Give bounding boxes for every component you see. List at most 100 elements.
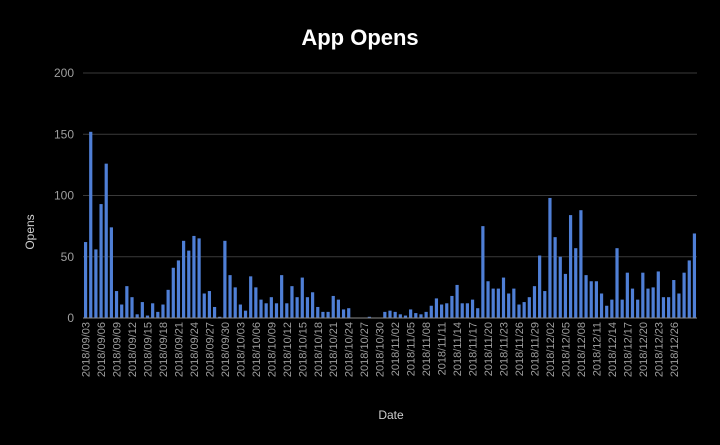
x-tick-label: 2018/11/26 xyxy=(514,322,526,376)
bar xyxy=(120,304,124,318)
y-axis-title: Opens xyxy=(23,214,37,249)
bar xyxy=(99,204,103,318)
bar xyxy=(326,311,330,318)
bar xyxy=(579,210,583,318)
bar xyxy=(187,250,191,318)
bar xyxy=(563,273,568,318)
bar xyxy=(300,277,304,318)
bar xyxy=(553,237,557,318)
bar xyxy=(419,314,423,318)
x-tick-label: 2018/10/06 xyxy=(251,322,263,377)
bar xyxy=(481,226,485,318)
bar xyxy=(295,297,299,318)
bar xyxy=(517,304,521,318)
bar xyxy=(605,305,609,318)
bar xyxy=(661,297,666,318)
bar xyxy=(558,256,562,318)
bar xyxy=(388,310,392,318)
x-tick-label: 2018/10/09 xyxy=(266,322,278,377)
x-tick-label: 2018/11/14 xyxy=(452,322,464,376)
x-tick-label: 2018/09/27 xyxy=(204,322,216,377)
x-tick-label: 2018/09/21 xyxy=(173,322,185,377)
x-tick-label: 2018/10/12 xyxy=(282,322,294,377)
x-tick-label: 2018/12/05 xyxy=(560,322,572,377)
bar xyxy=(161,304,165,318)
bar xyxy=(212,306,217,318)
bar xyxy=(89,131,93,318)
bar xyxy=(367,316,371,318)
bar xyxy=(202,293,206,318)
x-axis-title: Date xyxy=(378,408,404,422)
bar xyxy=(94,249,98,318)
x-tick-label: 2018/12/23 xyxy=(653,322,665,377)
x-tick-label: 2018/12/17 xyxy=(622,322,634,377)
bar xyxy=(636,299,640,318)
x-tick-label: 2018/11/08 xyxy=(421,322,433,376)
bar xyxy=(182,240,186,318)
bar xyxy=(393,311,397,318)
bar xyxy=(641,272,645,318)
bars xyxy=(83,131,697,318)
bar xyxy=(305,297,310,318)
bar xyxy=(610,299,614,318)
bar xyxy=(476,308,480,318)
bar xyxy=(692,233,697,318)
bar xyxy=(677,293,681,318)
bar xyxy=(336,299,341,318)
bar xyxy=(223,240,227,318)
x-tick-label: 2018/10/27 xyxy=(359,322,371,377)
bar xyxy=(460,303,464,318)
bar xyxy=(249,276,253,318)
bar xyxy=(656,271,660,318)
bar xyxy=(512,288,516,318)
x-tick-label: 2018/11/29 xyxy=(529,322,541,376)
y-axis-ticks: 0 50 100 150 200 xyxy=(54,66,74,325)
bar xyxy=(331,295,335,318)
bar xyxy=(651,287,655,318)
bar xyxy=(507,293,511,318)
bar xyxy=(687,260,691,318)
bar xyxy=(156,311,160,318)
y-tick-label: 100 xyxy=(54,189,74,203)
bar xyxy=(630,288,635,318)
bar xyxy=(135,314,139,318)
y-tick-label: 50 xyxy=(61,250,75,264)
bar xyxy=(233,287,237,318)
x-tick-label: 2018/12/14 xyxy=(607,322,619,377)
bar xyxy=(409,309,413,318)
bar xyxy=(538,255,542,318)
x-tick-label: 2018/12/11 xyxy=(591,322,603,376)
x-tick-label: 2018/11/05 xyxy=(406,322,418,376)
bar xyxy=(259,299,263,318)
bar xyxy=(311,292,315,318)
x-tick-label: 2018/10/30 xyxy=(375,322,387,377)
bar xyxy=(414,313,418,318)
x-tick-label: 2018/09/30 xyxy=(220,322,232,377)
bar xyxy=(264,303,268,318)
bar xyxy=(176,260,181,318)
bar xyxy=(599,293,604,318)
x-tick-label: 2018/11/17 xyxy=(468,322,480,376)
x-tick-label: 2018/09/06 xyxy=(96,322,108,377)
bar xyxy=(280,275,284,318)
bar xyxy=(145,315,150,318)
x-tick-label: 2018/09/09 xyxy=(112,322,124,377)
bar xyxy=(439,304,444,318)
x-tick-label: 2018/10/24 xyxy=(344,322,356,377)
x-tick-label: 2018/12/08 xyxy=(576,322,588,377)
bar xyxy=(646,288,650,318)
x-tick-label: 2018/11/11 xyxy=(437,322,449,375)
bar xyxy=(130,297,134,318)
bar xyxy=(625,272,629,318)
bar xyxy=(584,275,588,318)
bar xyxy=(672,280,676,318)
bar xyxy=(455,284,459,318)
x-tick-label: 2018/12/26 xyxy=(669,322,681,377)
y-tick-label: 200 xyxy=(54,66,74,80)
bar xyxy=(682,272,686,318)
bar xyxy=(486,281,490,318)
x-tick-label: 2018/09/12 xyxy=(127,322,139,377)
x-axis-ticks: 2018/09/03 2018/09/06 2018/09/09 2018/09/12… xyxy=(81,322,681,377)
bar xyxy=(238,304,242,318)
